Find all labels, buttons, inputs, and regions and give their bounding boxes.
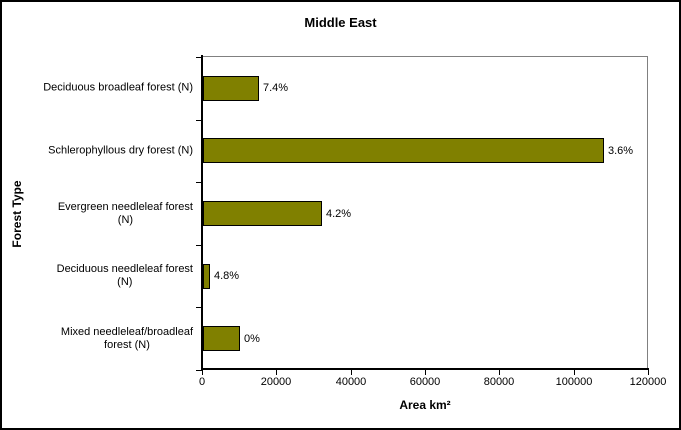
y-tick-mark <box>196 245 202 246</box>
bar <box>203 76 259 101</box>
x-tick-label: 60000 <box>409 376 441 388</box>
category-label: Schlerophyllous dry forest (N) <box>48 144 193 157</box>
category-label: Deciduous broadleaf forest (N) <box>43 81 193 94</box>
x-tick-label: 80000 <box>483 376 515 388</box>
x-tick-mark <box>202 370 203 375</box>
bar <box>203 201 322 226</box>
y-tick-mark <box>196 120 202 121</box>
bar <box>203 264 210 289</box>
x-tick-mark <box>499 370 500 375</box>
x-tick-mark <box>276 370 277 375</box>
bar <box>203 326 240 351</box>
x-tick-label: 120000 <box>629 376 667 388</box>
chart-title: Middle East <box>304 15 377 30</box>
x-tick-mark <box>425 370 426 375</box>
x-tick-mark <box>648 370 649 375</box>
y-tick-mark <box>196 370 202 371</box>
x-tick-mark <box>574 370 575 375</box>
bar-value-label: 3.6% <box>608 145 634 157</box>
y-axis-title: Forest Type <box>10 180 24 248</box>
x-axis-line <box>201 368 649 370</box>
category-label: Mixed needleleaf/broadleaf forest (N) <box>60 326 193 351</box>
y-tick-mark <box>196 307 202 308</box>
x-tick-mark <box>351 370 352 375</box>
x-tick-label: 100000 <box>555 376 593 388</box>
category-label: Evergreen needleleaf forest (N) <box>57 201 193 226</box>
bar-value-label: 0% <box>244 333 260 345</box>
x-axis-title: Area km² <box>399 398 451 412</box>
y-tick-mark <box>196 182 202 183</box>
x-tick-label: 40000 <box>335 376 367 388</box>
bar-value-label: 4.8% <box>214 270 240 282</box>
y-axis-line <box>201 55 203 370</box>
bar <box>203 138 604 163</box>
bar-value-label: 4.2% <box>326 208 352 220</box>
x-tick-label: 0 <box>198 376 206 388</box>
category-label: Deciduous needleleaf forest (N) <box>56 263 193 288</box>
x-tick-label: 20000 <box>260 376 292 388</box>
bar-value-label: 7.4% <box>263 82 289 94</box>
y-tick-mark <box>196 57 202 58</box>
